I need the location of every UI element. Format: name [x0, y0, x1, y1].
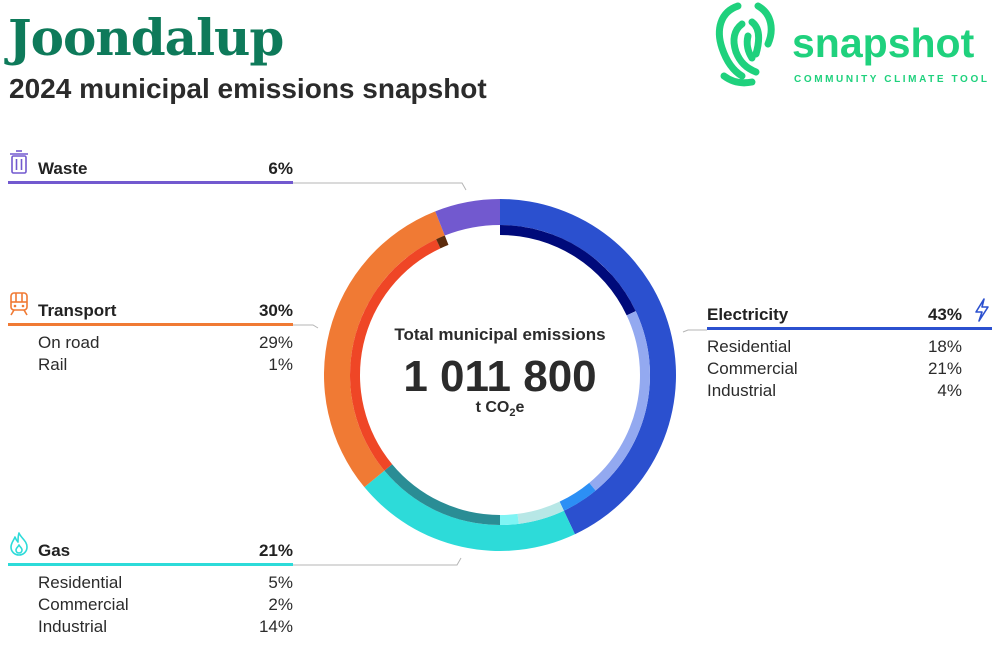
trash-icon: [10, 150, 28, 174]
slice-transport-rail: [436, 235, 449, 249]
total-emissions-value: 1 011 800: [403, 352, 597, 401]
gas-leader-line: [293, 557, 462, 566]
waste-leader-line: [293, 182, 467, 191]
slice-waste: [435, 199, 500, 236]
legend-transport-rule: [8, 323, 293, 326]
legend-row: Industrial 14%: [38, 617, 293, 636]
legend-row: Residential 5%: [38, 573, 293, 592]
electricity-leader-line: [682, 329, 707, 333]
slice-gas-commercial: [500, 513, 519, 525]
slice-gas: [364, 470, 575, 551]
fingerprint-logo-icon: [715, 2, 775, 87]
lightning-icon: [975, 298, 989, 322]
outer-ring: [324, 199, 677, 551]
page-subtitle: 2024 municipal emissions snapshot: [9, 73, 487, 104]
legend-waste-value: 6%: [268, 159, 293, 178]
total-emissions-label: Total municipal emissions: [394, 325, 606, 344]
flame-icon: [10, 532, 28, 556]
slice-electricity-commercial: [589, 311, 650, 491]
legend-electricity-value: 43%: [927, 305, 962, 324]
slice-gas-industrial: [384, 464, 500, 525]
legend-row: Commercial 2%: [38, 595, 293, 614]
legend-row: Rail 1%: [38, 355, 293, 374]
train-icon: [10, 292, 28, 316]
page-title: Joondalup: [8, 8, 284, 67]
legend-electricity-name: Electricity: [707, 305, 789, 324]
leader-lines: [293, 182, 707, 566]
slice-gas-residential: [517, 501, 564, 524]
legend-gas-name: Gas: [38, 541, 71, 560]
legend-row: Commercial 21%: [707, 359, 962, 378]
legend-gas-value: 21%: [258, 541, 293, 560]
logo-tagline: COMMUNITY CLIMATE TOOL: [794, 74, 990, 85]
slice-transport-on-road: [350, 239, 441, 471]
legend-row: Residential 18%: [707, 337, 962, 356]
legend-waste-name: Waste: [38, 159, 88, 178]
legend-row: Industrial 4%: [707, 381, 962, 400]
legend-transport-value: 30%: [258, 301, 293, 320]
legend-electricity-rule: [707, 327, 992, 330]
slice-electricity-industrial: [559, 482, 596, 511]
transport-leader-line: [293, 324, 319, 329]
slice-transport: [324, 211, 445, 488]
legend-waste-rule: [8, 181, 293, 184]
legend-row: On road 29%: [38, 333, 293, 352]
legend-gas-rule: [8, 563, 293, 566]
inner-ring: [350, 225, 650, 525]
total-emissions: Total municipal emissions 1 011 800 t CO…: [360, 325, 640, 419]
slice-electricity-residential: [500, 225, 636, 316]
total-emissions-unit: t CO2e: [475, 399, 525, 420]
logo-wordmark: snapshot: [792, 20, 975, 66]
snapshot-logo: snapshot COMMUNITY CLIMATE TOOL: [712, 0, 1000, 90]
slice-electricity: [500, 199, 677, 535]
legend-transport-name: Transport: [38, 301, 117, 320]
